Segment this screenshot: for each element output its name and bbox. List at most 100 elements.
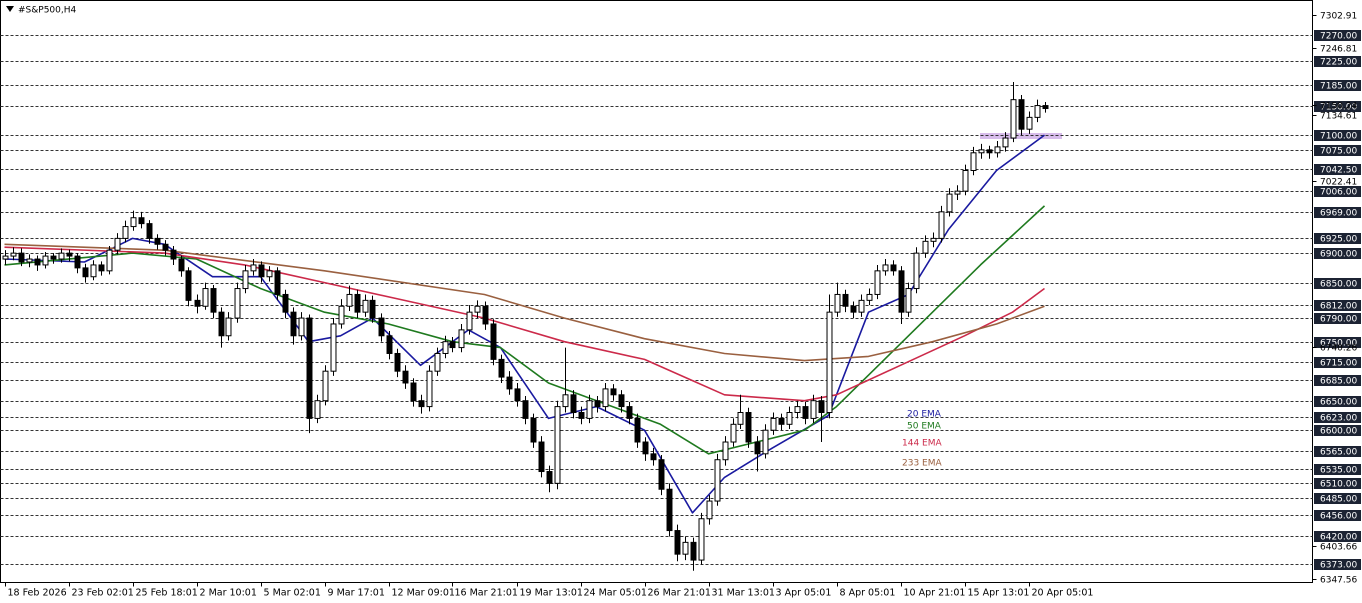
candle-body — [1042, 105, 1049, 110]
candle-body — [130, 217, 137, 228]
level-label-box — [1314, 300, 1361, 311]
candle-body — [706, 500, 713, 520]
candle-body — [1018, 99, 1025, 130]
candle-body — [386, 335, 393, 354]
candle-body — [225, 317, 232, 337]
candle-body — [26, 258, 33, 263]
y-tick-label: 7302.91 — [1320, 12, 1357, 22]
candle-body — [794, 406, 801, 414]
level-label: 6623.00 — [1320, 414, 1357, 424]
candle-body — [850, 305, 857, 313]
level-label-box — [1314, 80, 1361, 91]
candle-body — [514, 388, 521, 402]
candle-body — [90, 264, 97, 278]
candle-body — [314, 400, 321, 419]
candle-body — [762, 429, 769, 455]
candle-body — [306, 317, 313, 419]
candle-body — [330, 323, 337, 372]
candle-body — [737, 412, 744, 425]
candle-body — [970, 152, 977, 171]
candle-body — [754, 441, 761, 455]
x-tick-label: 5 Mar 02:01 — [264, 588, 321, 599]
candle-body — [369, 299, 376, 319]
candle-body — [658, 459, 665, 490]
candle-body — [98, 264, 105, 272]
level-label-box — [1314, 337, 1361, 348]
candle-body — [338, 305, 345, 325]
x-tick-label: 19 Mar 13:01 — [520, 588, 583, 599]
candle-body — [690, 541, 697, 561]
level-label-box — [1314, 478, 1361, 489]
level-label: 6420.00 — [1320, 533, 1357, 543]
candle-body — [218, 311, 225, 337]
candle-body — [913, 252, 920, 290]
x-tick-label: 23 Feb 02:01 — [72, 588, 134, 599]
candle-body — [1010, 99, 1017, 139]
candle-body — [922, 240, 929, 254]
candle-body — [34, 258, 41, 266]
y-tick-label: 6740.26 — [1320, 344, 1357, 354]
candle-body — [418, 400, 425, 408]
level-label-box — [1314, 101, 1361, 112]
x-tick-label: 18 Feb 2026 — [8, 588, 67, 599]
menu-triangle[interactable] — [6, 6, 14, 12]
candle-body — [2, 255, 9, 260]
level-label: 6750.00 — [1320, 339, 1357, 349]
candle-body — [562, 394, 569, 408]
candle-body — [522, 400, 529, 419]
candle-body — [202, 288, 209, 307]
y-tick-label: 7150.24 — [1320, 102, 1357, 112]
candle-body — [610, 388, 617, 396]
level-label: 6900.00 — [1320, 250, 1357, 260]
y-tick-label: 7134.61 — [1320, 112, 1357, 122]
candle-body — [298, 317, 305, 337]
candle-body — [618, 394, 625, 408]
candle-body — [162, 243, 169, 251]
level-label-box — [1314, 186, 1361, 197]
level-label-box — [1314, 130, 1361, 141]
candle-body — [730, 423, 737, 443]
level-label-box — [1314, 531, 1361, 542]
level-label-box — [1314, 357, 1361, 368]
candle-body — [538, 441, 545, 473]
x-tick-label: 8 Apr 05:01 — [840, 588, 896, 599]
candle-body — [66, 252, 73, 257]
candle-body — [170, 249, 177, 260]
candle-body — [410, 382, 417, 402]
candle-body — [50, 255, 57, 260]
ema-label: 50 EMA — [907, 422, 942, 432]
candle-body — [834, 293, 841, 313]
level-label-box — [1314, 145, 1361, 156]
candle-body — [258, 264, 265, 278]
x-tick-label: 3 Apr 05:01 — [776, 588, 832, 599]
level-label: 6373.00 — [1320, 561, 1357, 571]
level-label: 7042.50 — [1320, 166, 1357, 176]
level-label: 6456.00 — [1320, 512, 1357, 522]
level-label: 6685.00 — [1320, 377, 1357, 387]
candle-body — [954, 190, 961, 195]
level-label-box — [1314, 56, 1361, 67]
candle-body — [714, 459, 721, 502]
candle-body — [426, 370, 433, 408]
level-label: 6850.00 — [1320, 280, 1357, 290]
candle-body — [818, 400, 825, 414]
candle-body — [650, 453, 657, 461]
candle-body — [42, 255, 49, 266]
level-label: 6565.00 — [1320, 448, 1357, 458]
level-label: 6600.00 — [1320, 427, 1357, 437]
candle-body — [474, 305, 481, 313]
candle-body — [770, 417, 777, 431]
candle-body — [962, 169, 969, 192]
candle-body — [745, 412, 752, 443]
candle-body — [578, 412, 585, 419]
candle-body — [458, 329, 465, 349]
candle-body — [602, 388, 609, 408]
candle-body — [994, 146, 1001, 154]
candle-body — [682, 541, 689, 555]
x-tick-label: 26 Mar 21:01 — [648, 588, 711, 599]
candle-body — [185, 270, 192, 301]
candle-body — [210, 288, 217, 313]
candle-body — [394, 352, 401, 372]
candle-body — [1026, 116, 1033, 130]
